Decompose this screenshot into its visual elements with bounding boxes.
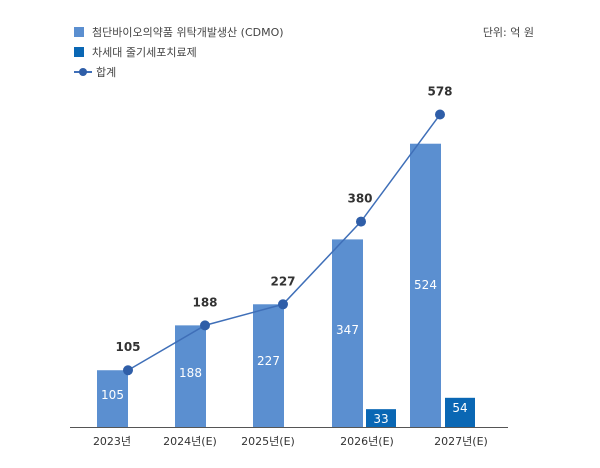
legend-swatch-total-line-icon: [74, 67, 92, 77]
total-marker-3: [356, 216, 366, 227]
total-marker-2: [278, 299, 288, 310]
x-tick-label-3: 2026년(E): [340, 435, 394, 448]
total-label-3: 380: [347, 192, 372, 206]
total-label-1: 188: [192, 295, 217, 309]
legend-label-cdmo: 첨단바이오의약품 위탁개발생산 (CDMO): [92, 26, 284, 39]
bar-cdmo-1: [175, 325, 206, 427]
x-tick-label-0: 2023년: [93, 435, 131, 448]
unit-label: 단위: 억 원: [482, 26, 534, 39]
x-tick-label-1: 2024년(E): [163, 435, 217, 448]
total-marker-0: [123, 365, 133, 376]
bar-stem-label-4: 54: [452, 401, 467, 415]
bar-cdmo-label-2: 227: [257, 354, 280, 368]
total-label-4: 578: [427, 85, 452, 99]
bar-cdmo-label-3: 347: [336, 323, 359, 337]
legend-label-total: 합계: [96, 66, 117, 79]
bar-cdmo-4: [410, 143, 441, 427]
legend-item-cdmo: 첨단바이오의약품 위탁개발생산 (CDMO): [74, 22, 284, 42]
total-marker-1: [200, 320, 210, 331]
bar-cdmo-2: [253, 304, 284, 427]
legend-item-total: 합계: [74, 62, 284, 82]
legend-swatch-cdmo: [74, 27, 84, 37]
bar-stem-label-3: 33: [373, 412, 388, 426]
bar-cdmo-label-4: 524: [414, 278, 437, 292]
total-label-2: 227: [270, 274, 295, 288]
legend: 첨단바이오의약품 위탁개발생산 (CDMO) 차세대 줄기세포치료제 합계: [74, 22, 284, 82]
bar-stem-3: [366, 409, 396, 427]
x-tick-label-2: 2025년(E): [241, 435, 295, 448]
legend-item-stem: 차세대 줄기세포치료제: [74, 42, 284, 62]
bar-cdmo-0: [97, 370, 128, 427]
bar-cdmo-3: [332, 239, 363, 427]
total-label-0: 105: [115, 340, 140, 354]
bar-stem-4: [445, 397, 475, 427]
total-marker-4: [435, 109, 445, 120]
x-tick-label-4: 2027년(E): [434, 435, 488, 448]
legend-swatch-stem: [74, 47, 84, 57]
bar-cdmo-label-1: 188: [179, 366, 202, 380]
bar-cdmo-label-0: 105: [101, 388, 124, 402]
legend-label-stem: 차세대 줄기세포치료제: [92, 46, 197, 59]
